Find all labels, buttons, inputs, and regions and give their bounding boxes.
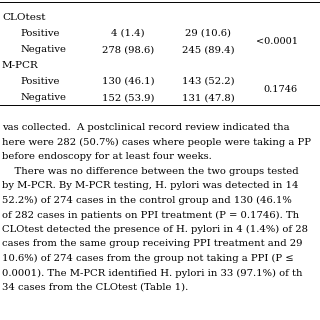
Text: 131 (47.8): 131 (47.8) (182, 93, 234, 102)
Text: M-PCR: M-PCR (2, 60, 39, 69)
Text: There was no difference between the two groups tested: There was no difference between the two … (2, 167, 299, 176)
Text: CLOtest: CLOtest (2, 12, 45, 21)
Text: Negative: Negative (20, 93, 66, 102)
Text: cases from the same group receiving PPI treatment and 29: cases from the same group receiving PPI … (2, 239, 302, 248)
Text: 0.1746: 0.1746 (264, 85, 298, 94)
Text: Negative: Negative (20, 45, 66, 54)
Text: 278 (98.6): 278 (98.6) (102, 45, 154, 54)
Text: vas collected.  A postclinical record review indicated tha: vas collected. A postclinical record rev… (2, 124, 290, 132)
Text: 10.6%) of 274 cases from the group not taking a PPI (P ≤: 10.6%) of 274 cases from the group not t… (2, 254, 294, 263)
Text: <0.0001: <0.0001 (256, 37, 298, 46)
Text: here were 282 (50.7%) cases where people were taking a PP: here were 282 (50.7%) cases where people… (2, 138, 311, 147)
Text: 245 (89.4): 245 (89.4) (182, 45, 234, 54)
Text: CLOtest detected the presence of H. pylori in 4 (1.4%) of 28: CLOtest detected the presence of H. pylo… (2, 225, 308, 234)
Text: by M-PCR. By M-PCR testing, H. pylori was detected in 14: by M-PCR. By M-PCR testing, H. pylori wa… (2, 181, 299, 190)
Text: 34 cases from the CLOtest (Table 1).: 34 cases from the CLOtest (Table 1). (2, 283, 188, 292)
Text: 29 (10.6): 29 (10.6) (185, 29, 231, 38)
Text: 152 (53.9): 152 (53.9) (102, 93, 154, 102)
Text: before endoscopy for at least four weeks.: before endoscopy for at least four weeks… (2, 152, 212, 161)
Text: 0.0001). The M-PCR identified H. pylori in 33 (97.1%) of th: 0.0001). The M-PCR identified H. pylori … (2, 268, 302, 277)
Text: 143 (52.2): 143 (52.2) (182, 77, 234, 86)
Text: 130 (46.1): 130 (46.1) (102, 77, 154, 86)
Text: Positive: Positive (20, 77, 60, 86)
Text: 4 (1.4): 4 (1.4) (111, 29, 145, 38)
Text: of 282 cases in patients on PPI treatment (P = 0.1746). Th: of 282 cases in patients on PPI treatmen… (2, 211, 299, 220)
Text: Positive: Positive (20, 29, 60, 38)
Text: 52.2%) of 274 cases in the control group and 130 (46.1%: 52.2%) of 274 cases in the control group… (2, 196, 292, 205)
